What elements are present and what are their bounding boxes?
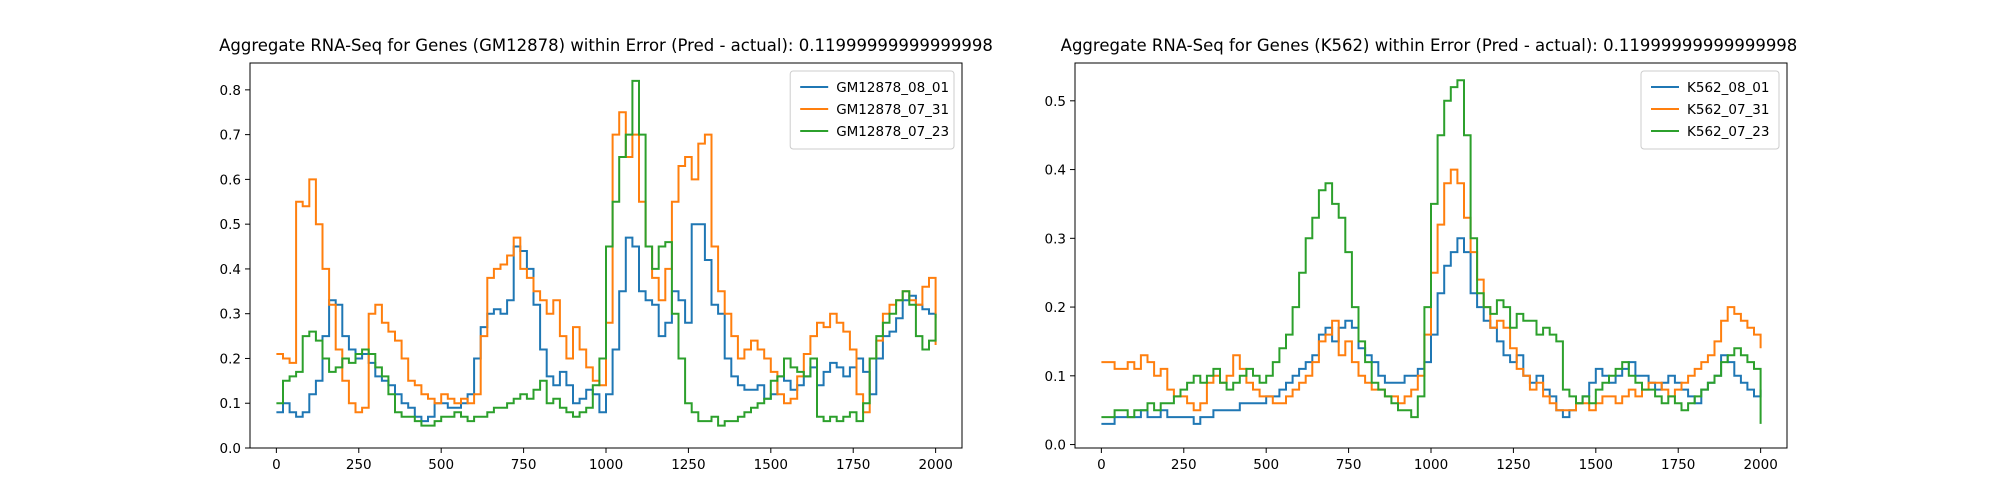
x-tick-label: 2000 bbox=[918, 457, 952, 473]
legend-label: K562_07_31 bbox=[1687, 102, 1769, 118]
axes-frame bbox=[249, 62, 963, 449]
series-line-2 bbox=[1101, 79, 1762, 424]
legend: GM12878_08_01 GM12878_07_31 GM12878_07_23 bbox=[789, 70, 955, 150]
y-tick-label: 0.6 bbox=[220, 172, 241, 188]
x-tick-label: 500 bbox=[1253, 457, 1279, 473]
y-tick-label: 0.2 bbox=[220, 351, 241, 367]
axes-frame bbox=[1074, 62, 1788, 449]
x-tick-label: 1750 bbox=[836, 457, 870, 473]
series-group bbox=[276, 79, 937, 427]
x-tick-label: 750 bbox=[1336, 457, 1362, 473]
y-tick-label: 0.7 bbox=[220, 128, 241, 144]
y-tick-label: 0.4 bbox=[220, 262, 241, 278]
legend-label: GM12878_07_31 bbox=[836, 102, 949, 118]
y-tick-label: 0.2 bbox=[1045, 300, 1066, 316]
y-tick-label: 0.0 bbox=[220, 441, 241, 457]
legend-box bbox=[1640, 70, 1780, 150]
legend-label: K562_07_23 bbox=[1687, 124, 1769, 140]
y-tick-label: 0.3 bbox=[1045, 231, 1066, 247]
series-line-2 bbox=[276, 79, 937, 427]
chart-gm12878: Aggregate RNA-Seq for Genes (GM12878) wi… bbox=[219, 36, 993, 473]
y-tick-label: 0.0 bbox=[1045, 438, 1066, 454]
y-tick-label: 0.1 bbox=[220, 396, 241, 412]
y-tick-label: 0.1 bbox=[1045, 369, 1066, 385]
legend-label: GM12878_08_01 bbox=[836, 80, 949, 96]
legend-box bbox=[789, 70, 955, 150]
chart-k562: Aggregate RNA-Seq for Genes (K562) withi… bbox=[1045, 36, 1798, 473]
x-tick-label: 1250 bbox=[1496, 457, 1530, 473]
y-tick-label: 0.8 bbox=[220, 83, 241, 99]
x-tick-label: 0 bbox=[1097, 457, 1106, 473]
x-tick-label: 1500 bbox=[754, 457, 788, 473]
x-tick-label: 1250 bbox=[671, 457, 705, 473]
series-group bbox=[1101, 79, 1762, 425]
legend-label: GM12878_07_23 bbox=[836, 124, 949, 140]
chart-title: Aggregate RNA-Seq for Genes (GM12878) wi… bbox=[219, 36, 993, 55]
tick-group: 0 250 500 750 1000 1250 1500 1750 2000 0.0 0.1 0.2 0… bbox=[220, 83, 953, 473]
x-tick-label: 250 bbox=[346, 457, 372, 473]
x-tick-label: 750 bbox=[511, 457, 537, 473]
x-tick-label: 0 bbox=[272, 457, 281, 473]
series-line-0 bbox=[276, 223, 937, 423]
y-tick-label: 0.5 bbox=[1045, 94, 1066, 110]
x-tick-label: 1500 bbox=[1579, 457, 1613, 473]
y-tick-label: 0.4 bbox=[1045, 163, 1066, 179]
x-tick-label: 1000 bbox=[589, 457, 623, 473]
legend-label: K562_08_01 bbox=[1687, 80, 1769, 96]
x-tick-label: 1000 bbox=[1414, 457, 1448, 473]
y-tick-label: 0.3 bbox=[220, 307, 241, 323]
x-tick-label: 500 bbox=[428, 457, 454, 473]
y-tick-label: 0.5 bbox=[220, 217, 241, 233]
tick-group: 0 250 500 750 1000 1250 1500 1750 2000 0.0 0.1 0.2 0… bbox=[1045, 94, 1778, 473]
series-line-1 bbox=[1101, 168, 1762, 412]
x-tick-label: 2000 bbox=[1743, 457, 1777, 473]
chart-title: Aggregate RNA-Seq for Genes (K562) withi… bbox=[1061, 36, 1798, 55]
x-tick-label: 250 bbox=[1171, 457, 1197, 473]
x-tick-label: 1750 bbox=[1661, 457, 1695, 473]
legend: K562_08_01 K562_07_31 K562_07_23 bbox=[1640, 70, 1780, 150]
